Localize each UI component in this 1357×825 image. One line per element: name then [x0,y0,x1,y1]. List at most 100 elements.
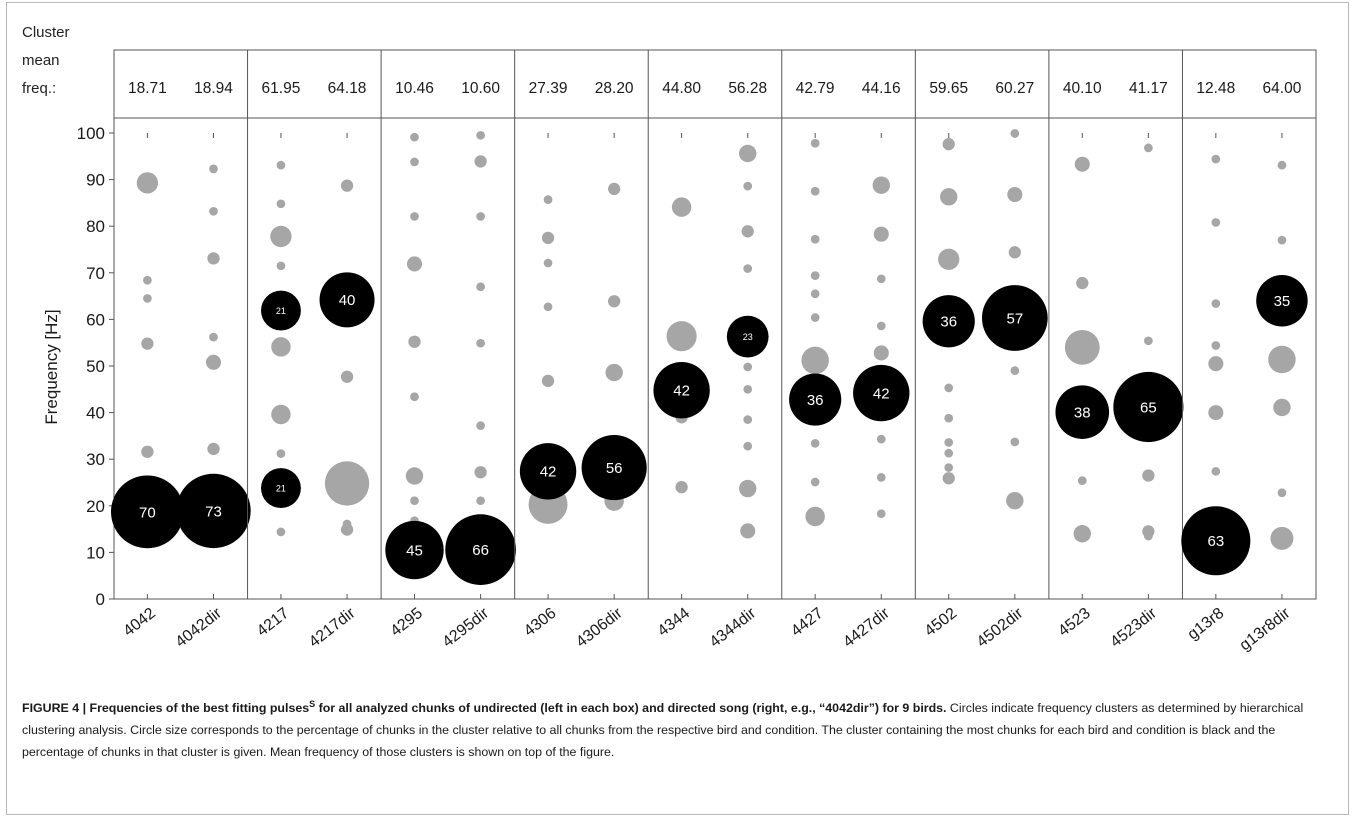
y-tick-label: 40 [86,404,105,423]
plot-area: 010203040506070809010018.7140427018.9440… [77,49,1317,654]
cluster-circle [810,186,820,196]
cluster-percent-label: 42 [673,383,690,400]
figure-caption: FIGURE 4 | Frequencies of the best fitti… [22,697,1340,763]
cluster-circle [276,449,286,458]
cluster-circle [271,404,291,425]
cluster-circle [1008,246,1021,259]
x-tick-label: 4502 [922,605,961,640]
cluster-circle [410,496,419,506]
cluster-circle [324,461,370,506]
cluster-circle [476,282,485,292]
cluster-circle [1211,299,1221,308]
x-tick-label: 4217 [254,605,293,640]
cluster-circle [1273,398,1291,417]
cluster-circle [876,509,886,519]
major-cluster-circle [519,443,577,500]
cluster-circle [476,338,485,348]
cluster-circle [1144,531,1153,541]
cluster-circle [810,477,820,487]
y-tick-label: 80 [86,217,105,236]
y-tick-label: 100 [77,124,105,143]
cluster-circle [209,206,218,216]
y-tick-label: 70 [86,264,105,283]
cluster-percent-label: 65 [1140,399,1157,416]
cluster-circle [543,195,553,204]
cluster-circle [476,496,485,506]
caption-lead: FIGURE 4 | Frequencies of the best fitti… [22,699,947,716]
cluster-circle [876,473,886,482]
mean-freq-value: 28.20 [595,80,634,97]
mean-freq-value: 18.94 [194,80,233,97]
cluster-circle [271,337,291,357]
cluster-circle [136,172,159,194]
cluster-circle [406,256,423,272]
major-cluster-circle [261,290,301,331]
y-tick-label: 90 [86,171,105,190]
cluster-circle [739,144,757,163]
cluster-circle [541,374,555,388]
cluster-circle [608,295,621,308]
x-tick-label: 4344 [655,605,694,640]
mean-freq-value: 41.17 [1129,80,1168,97]
cluster-circle [143,275,152,285]
cluster-circle [1144,336,1153,346]
y-axis-label: Frequency [Hz] [42,309,61,424]
major-cluster-circle [1055,385,1110,439]
mean-freq-value: 10.46 [395,80,434,97]
cluster-circle [1006,491,1024,510]
major-cluster-circle [1181,506,1251,576]
cluster-percent-label: 45 [406,542,423,559]
cluster-circle [876,434,886,444]
cluster-circle [944,448,954,458]
cluster-circle [944,438,954,447]
cluster-percent-label: 23 [743,332,753,342]
cluster-circle [143,294,152,303]
major-cluster-circle [726,315,769,358]
cluster-circle [675,481,688,494]
major-cluster-circle [319,272,375,328]
cluster-circle [543,258,553,268]
cluster-circle [270,225,292,248]
cluster-circle [666,321,697,352]
cluster-circle [873,345,889,361]
cluster-circle [207,252,220,265]
cluster-circle [805,506,825,527]
caption-body: Circles indicate frequency clusters as d… [22,701,1304,759]
cluster-circle [1277,235,1287,245]
cluster-circle [942,472,955,485]
x-tick-label: g13r8dir [1237,604,1294,654]
x-tick-label: 4523 [1055,605,1094,640]
cluster-percent-label: 56 [606,460,623,477]
cluster-circle [141,337,154,350]
major-cluster-circle [922,295,975,348]
cluster-circle [476,212,485,221]
cluster-circle [1073,525,1091,543]
cluster-circle [940,188,958,206]
cluster-circle [541,231,555,245]
x-tick-label: 4523dir [1107,604,1160,651]
cluster-percent-label: 66 [472,542,489,559]
cluster-circle [405,467,424,485]
cluster-circle [876,274,886,284]
cluster-percent-label: 70 [139,504,156,521]
cluster-circle [743,362,753,372]
cluster-circle [743,264,753,273]
cluster-circle [276,527,286,537]
mean-freq-value: 40.10 [1063,80,1102,97]
cluster-circle [340,370,354,383]
cluster-circle [944,463,954,472]
cluster-percent-label: 38 [1074,405,1091,422]
cluster-circle [410,212,419,221]
cluster-percent-label: 36 [940,314,957,331]
cluster-circle [801,346,829,375]
cluster-circle [408,335,421,348]
cluster-circle [1007,186,1023,203]
cluster-circle [1270,526,1294,550]
cluster-circle [205,354,222,370]
x-tick-label: g13r8 [1185,605,1228,644]
cluster-percent-label: 21 [276,483,286,493]
cluster-circle [1144,143,1153,153]
cluster-circle [743,181,753,191]
cluster-circle [872,176,890,194]
cluster-percent-label: 57 [1006,310,1023,327]
